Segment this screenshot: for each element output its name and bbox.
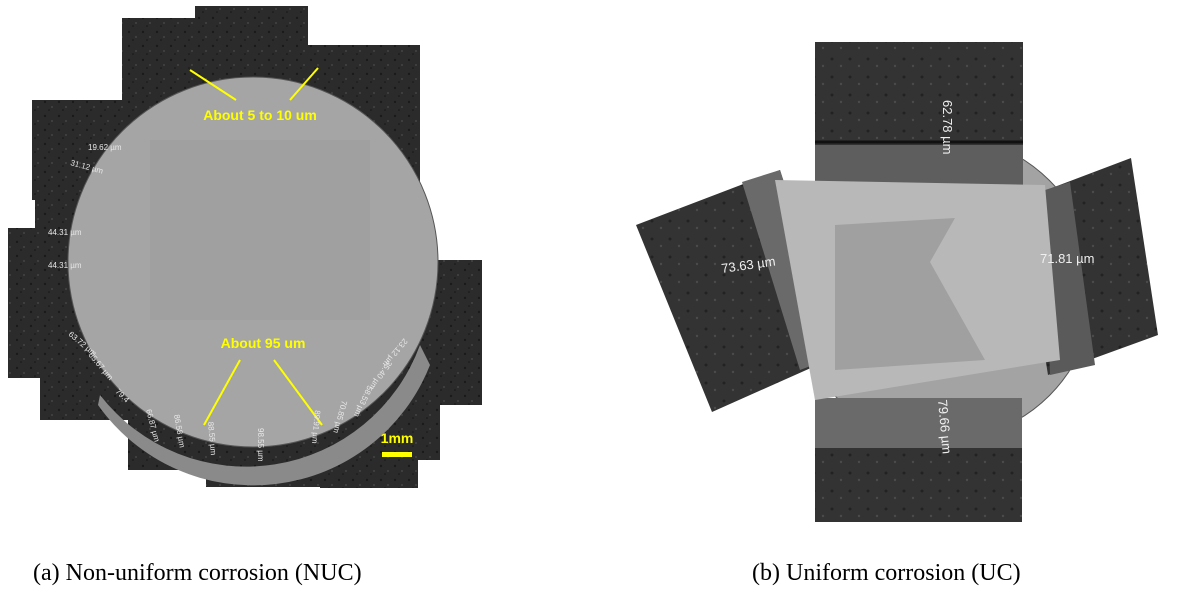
annotation: About 5 to 10 um (203, 107, 317, 123)
measurement: 44.31 µm (48, 261, 82, 270)
figure: About 5 to 10 um About 95 um 1mm 19.62 µ… (0, 0, 1184, 597)
tile (150, 140, 370, 320)
panel-b: 62.78 µm 73.63 µm 71.81 µm 79.66 µm (b) … (636, 42, 1158, 586)
caption: (a) Non-uniform corrosion (NUC) (33, 560, 362, 586)
measurement: 71.81 µm (1040, 251, 1094, 266)
measurement: 62.78 µm (940, 100, 955, 154)
corrosion-bottom (815, 398, 1022, 448)
panel-a: About 5 to 10 um About 95 um 1mm 19.62 µ… (8, 6, 482, 586)
measurement: 19.62 µm (88, 143, 122, 152)
measurement: 44.31 µm (48, 228, 82, 237)
scale-bar (382, 452, 412, 457)
annotation: About 95 um (221, 335, 306, 351)
measurement: 98.55 µm (256, 428, 265, 462)
caption: (b) Uniform corrosion (UC) (752, 560, 1021, 586)
scale-bar-label: 1mm (381, 430, 414, 446)
